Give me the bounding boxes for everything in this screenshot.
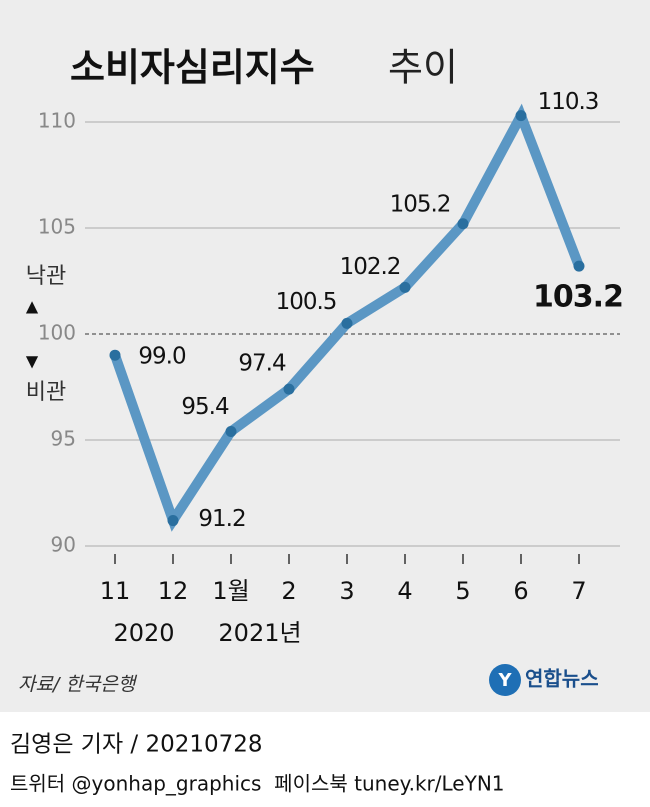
pessimistic-label: 비관 xyxy=(26,380,66,405)
data-point xyxy=(167,515,179,527)
x-tick-label: 7 xyxy=(571,577,586,605)
chart-title-suffix: 추이 xyxy=(388,46,458,90)
value-label: 97.4 xyxy=(238,351,286,377)
social: 트위터 @yonhap_graphics 페이스북 tuney.kr/LeYN1 xyxy=(10,772,505,796)
down-arrow: ▼ xyxy=(26,352,39,371)
x-tick-label: 4 xyxy=(397,577,412,605)
y-tick-label: 95 xyxy=(51,427,76,451)
byline: 김영은 기자 / 20210728 xyxy=(10,732,263,758)
x-tick-label: 1월 xyxy=(212,577,249,605)
x-tick-label: 2 xyxy=(281,577,296,605)
data-point xyxy=(515,110,527,122)
data-point xyxy=(573,260,585,272)
logo-icon-letter: Y xyxy=(497,670,512,691)
logo: 연합뉴스 xyxy=(525,667,599,691)
value-label: 102.2 xyxy=(340,254,401,280)
data-point xyxy=(341,317,353,329)
up-arrow: ▲ xyxy=(26,297,39,316)
year-label: 2020 xyxy=(113,619,174,647)
value-label: 91.2 xyxy=(198,506,245,532)
footer-background xyxy=(0,712,650,807)
y-tick-label: 90 xyxy=(51,533,76,557)
data-point xyxy=(283,383,295,395)
x-tick-label: 11 xyxy=(100,577,131,605)
value-label: 99.0 xyxy=(138,344,186,370)
chart-background xyxy=(0,0,650,712)
chart-title: 소비자심리지수 xyxy=(70,46,315,90)
y-tick-label: 100 xyxy=(38,321,76,345)
year-label: 2021년 xyxy=(218,619,301,647)
value-label: 103.2 xyxy=(533,280,623,315)
y-tick-label: 105 xyxy=(38,215,76,239)
data-point xyxy=(399,281,411,293)
y-tick-label: 110 xyxy=(38,109,76,133)
data-point xyxy=(457,218,469,230)
optimistic-label: 낙관 xyxy=(26,264,66,289)
x-tick-label: 3 xyxy=(339,577,354,605)
x-tick-label: 12 xyxy=(158,577,189,605)
data-point xyxy=(225,426,237,438)
value-label: 105.2 xyxy=(390,191,451,217)
x-tick-label: 6 xyxy=(513,577,528,605)
logo-icon xyxy=(489,664,521,696)
value-label: 110.3 xyxy=(538,89,599,115)
source: 자료/ 한국은행 xyxy=(18,674,138,696)
value-label: 100.5 xyxy=(276,289,337,315)
data-point xyxy=(109,349,121,361)
x-tick-label: 5 xyxy=(455,577,470,605)
value-label: 95.4 xyxy=(181,394,229,420)
